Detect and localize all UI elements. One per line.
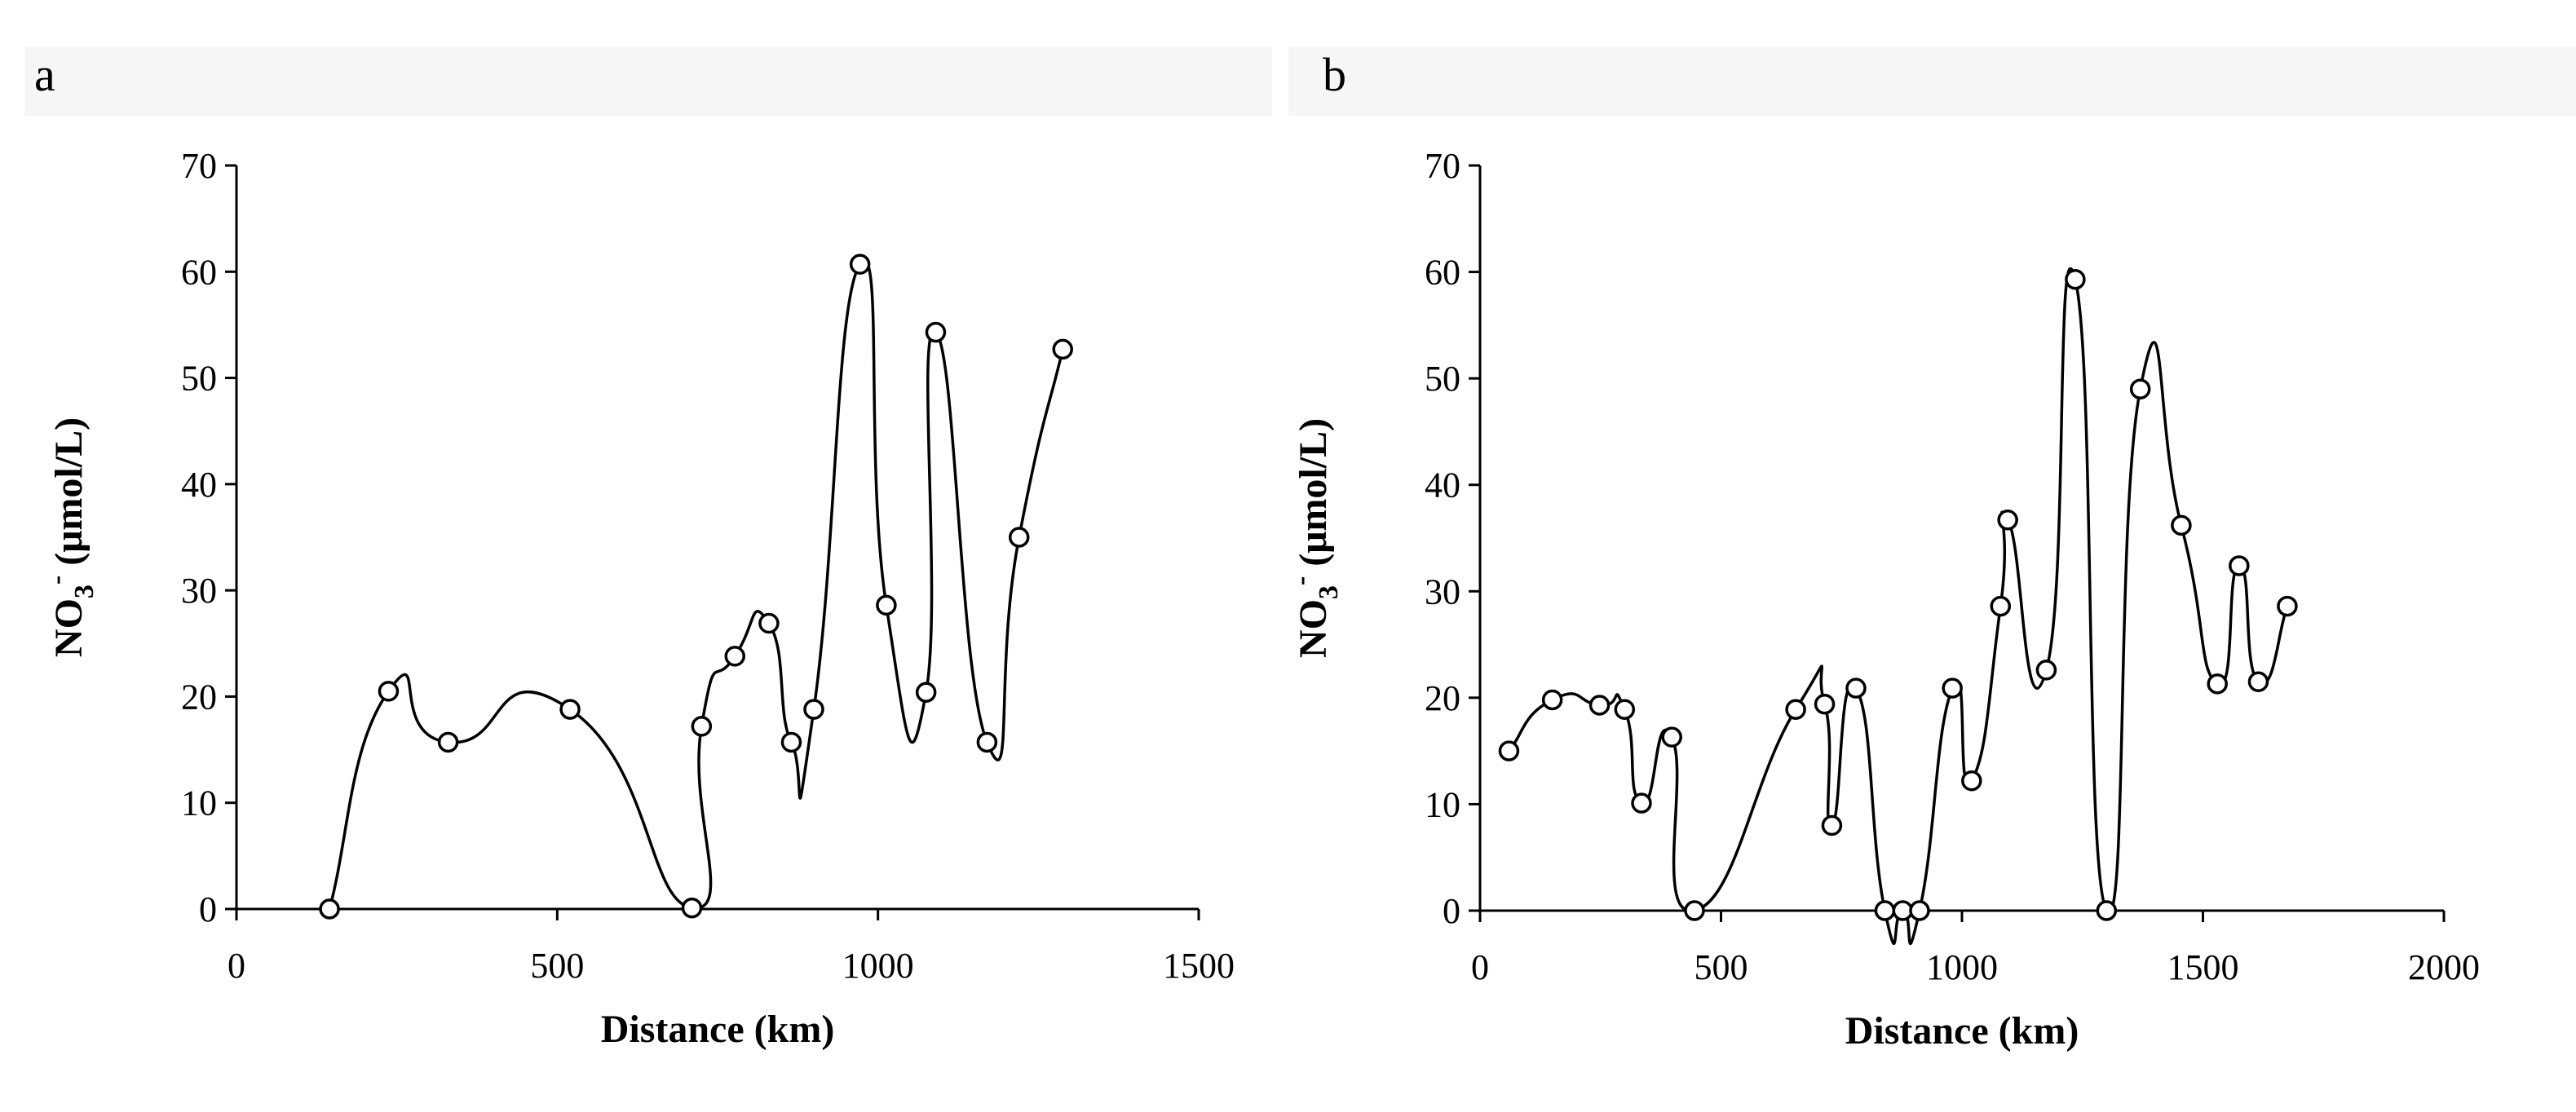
- panel-a-label: a: [34, 48, 55, 101]
- data-point: [1997, 510, 2018, 531]
- y-axis-title: NO3- (μmol/L): [1286, 418, 1344, 658]
- data-point: [691, 716, 713, 737]
- series-line-0: [328, 259, 1064, 910]
- data-point: [1614, 699, 1636, 720]
- data-point: [1052, 338, 1073, 360]
- y-tick-label: 60: [181, 252, 217, 292]
- data-point: [1874, 900, 1896, 921]
- data-point: [758, 612, 780, 634]
- x-tick-label: 0: [1471, 947, 1489, 987]
- x-tick-label: 2000: [2408, 947, 2480, 987]
- data-point: [681, 897, 703, 919]
- y-axis-title-main: NO: [1292, 599, 1335, 658]
- y-axis-title: NO3- (μmol/L): [42, 417, 99, 657]
- x-tick-label: 1500: [2167, 947, 2239, 987]
- y-tick-label: 40: [181, 465, 217, 505]
- data-point: [1661, 726, 1682, 748]
- data-point: [2129, 378, 2151, 399]
- series-line-0: [1508, 267, 2289, 946]
- data-point: [1990, 595, 2012, 617]
- x-tick-label: 500: [530, 946, 584, 986]
- data-point: [2229, 555, 2250, 576]
- y-axis-title-subscript: 3: [1314, 585, 1344, 599]
- data-point: [1814, 693, 1836, 715]
- y-tick-label: 50: [181, 359, 217, 399]
- y-tick-label: 70: [1425, 146, 1460, 186]
- y-tick-label: 10: [1425, 784, 1460, 824]
- data-point: [876, 594, 897, 616]
- y-axis-title-unit: (μmol/L): [1292, 418, 1335, 576]
- data-point: [2035, 660, 2057, 681]
- x-tick-label: 500: [1695, 947, 1748, 987]
- y-axis-title-subscript: 3: [69, 585, 99, 598]
- y-tick-label: 60: [1425, 253, 1460, 293]
- data-point: [378, 681, 400, 702]
- data-point: [803, 699, 824, 720]
- data-point: [2096, 900, 2118, 921]
- data-point: [724, 646, 745, 667]
- data-point: [1498, 740, 1520, 761]
- data-point: [559, 699, 581, 720]
- chart-panel-a: 0 10 20 30 40 50 60 70 0 500 1000 1500 Distance (km)…: [42, 146, 1235, 1051]
- y-tick-label: 30: [1425, 571, 1460, 611]
- data-point: [2247, 671, 2269, 693]
- data-point: [319, 898, 340, 920]
- y-axis-title-superscript: -: [42, 576, 72, 585]
- y-axis-title-main: NO: [47, 598, 91, 657]
- x-tick-label: 1000: [842, 946, 914, 986]
- data-point: [915, 682, 937, 703]
- data-point: [925, 321, 947, 343]
- y-tick-label: 40: [1425, 466, 1460, 505]
- data-point: [2065, 268, 2086, 290]
- data-point: [1892, 900, 1914, 921]
- data-point: [1631, 792, 1652, 814]
- data-point: [780, 731, 802, 753]
- x-axis-title: Distance (km): [1845, 1009, 2079, 1052]
- chart-panel-b: 0 10 20 30 40 50 60 70 0 500 1000 1500 2000 Distance …: [1286, 146, 2480, 1052]
- y-tick-label: 70: [181, 146, 217, 186]
- panel-b-header-band: [1288, 47, 2576, 116]
- panel-a-header-band: [24, 47, 1272, 116]
- data-point: [1785, 699, 1806, 720]
- data-point: [2171, 514, 2192, 536]
- x-tick-label: 0: [228, 946, 245, 986]
- data-point: [1942, 677, 1963, 699]
- data-point: [1909, 900, 1930, 921]
- data-point: [1541, 689, 1563, 711]
- data-point: [2277, 595, 2298, 617]
- y-tick-label: 0: [1443, 891, 1460, 931]
- x-tick-label: 1500: [1163, 946, 1235, 986]
- data-point: [1821, 814, 1843, 836]
- y-axis-title-unit: (μmol/L): [47, 417, 91, 576]
- y-tick-label: 30: [181, 571, 217, 611]
- y-tick-label: 50: [1425, 359, 1460, 399]
- data-point: [849, 254, 871, 275]
- data-point: [976, 731, 998, 753]
- x-tick-label: 1000: [1926, 947, 1998, 987]
- y-axis-title-superscript: -: [1286, 576, 1316, 585]
- y-tick-label: 10: [181, 783, 217, 823]
- panel-b-label: b: [1323, 48, 1346, 101]
- data-point: [437, 731, 459, 753]
- data-point: [1684, 900, 1705, 921]
- x-axis-title: Distance (km): [601, 1008, 835, 1051]
- y-tick-label: 0: [199, 889, 217, 929]
- data-point: [1588, 695, 1611, 716]
- data-point: [1008, 527, 1030, 548]
- data-point: [1961, 770, 1982, 792]
- data-point: [2207, 673, 2228, 695]
- data-point: [1845, 677, 1867, 699]
- y-tick-label: 20: [1425, 678, 1460, 718]
- y-tick-label: 20: [181, 677, 217, 717]
